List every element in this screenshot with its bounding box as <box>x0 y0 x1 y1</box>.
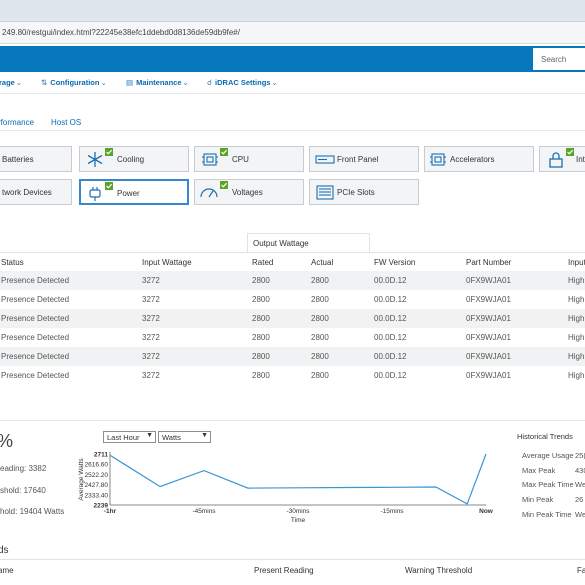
tab-performance[interactable]: rformance <box>0 118 35 127</box>
y-tick-label: 2333.40 <box>85 492 109 499</box>
chevron-down-icon: ▼ <box>201 432 208 439</box>
pcie-slots-icon <box>316 185 334 200</box>
hist-label: Max Peak Time <box>522 480 574 489</box>
hist-value: We <box>575 480 585 489</box>
hist-label: Average Usage <box>522 451 574 460</box>
table-row: Presence Detected 3272 2800 2800 00.0D.1… <box>0 347 585 366</box>
power-plug-icon <box>89 187 101 201</box>
tile-pcie-slots[interactable]: PCIe Slots <box>309 179 419 205</box>
y-tick-label: 2427.80 <box>85 482 109 489</box>
output-wattage-group-header: Output Wattage <box>247 233 370 252</box>
hist-label: Min Peak <box>522 495 554 504</box>
col-part-number[interactable]: Part Number <box>466 258 512 267</box>
series-line <box>109 453 487 505</box>
ok-check-icon <box>105 148 113 156</box>
ok-check-icon <box>220 181 228 189</box>
tile-network-devices[interactable]: twork Devices <box>0 179 72 205</box>
table-row: Presence Detected 3272 2800 2800 00.0D.1… <box>1 333 585 342</box>
table-header: Status Input Wattage Rated Actual FW Ver… <box>0 252 585 271</box>
power-usage-chart: 2711 2616.60 2522.20 2427.80 2333.40 2239-1hr… <box>78 452 494 525</box>
main-nav: rage⌄ ⇅ Configuration⌄ ▤ Maintenance⌄ ☌ iDR… <box>0 72 585 94</box>
col-present-reading[interactable]: Present Reading <box>254 566 314 575</box>
chevron-down-icon: ⌄ <box>100 78 107 87</box>
x-tick-label: -45mins <box>192 508 216 515</box>
tile-accelerators[interactable]: Accelerators <box>424 146 534 172</box>
x-tick-label: Now <box>479 508 494 515</box>
hist-label: Min Peak Time <box>522 510 572 519</box>
cpu-icon <box>202 153 218 166</box>
hist-value: We <box>575 510 585 519</box>
ok-check-icon <box>566 148 574 156</box>
col-input-wattage[interactable]: Input Wattage <box>142 258 192 267</box>
col-status[interactable]: Status <box>1 258 24 267</box>
y-tick-label: 2239 <box>94 503 109 510</box>
tile-cooling[interactable]: Cooling <box>79 146 189 172</box>
hist-value: 26 <box>575 495 584 504</box>
ok-check-icon <box>105 182 113 190</box>
lock-icon <box>549 152 563 168</box>
present-reading: eading: 3382 <box>0 464 47 473</box>
x-axis-label: Time <box>291 517 306 524</box>
historical-trends-title: Historical Trends <box>517 432 573 441</box>
y-tick-label: 2522.20 <box>85 472 109 479</box>
front-panel-icon <box>315 155 335 164</box>
maintenance-icon: ▤ <box>126 78 134 87</box>
nav-idrac-settings[interactable]: ☌ iDRAC Settings⌄ <box>207 78 278 87</box>
col-failure-threshold[interactable]: Fa <box>577 566 585 575</box>
url-text: 249.80/restgui/index.html?22245e38efc1dd… <box>2 28 240 37</box>
y-axis-label: Average Watts <box>78 458 85 501</box>
cooling-icon <box>87 152 103 167</box>
chevron-down-icon: ▼ <box>146 432 153 439</box>
chevron-down-icon: ⌄ <box>182 78 189 87</box>
power-usage-percent: % <box>0 431 13 452</box>
table-row: Presence Detected 3272 2800 2800 00.0D.1… <box>1 371 585 380</box>
x-tick-label: -30mins <box>286 508 310 515</box>
failure-threshold: hold: 19404 Watts <box>0 507 65 516</box>
tile-batteries[interactable]: Batteries <box>0 146 72 172</box>
chevron-down-icon: ⌄ <box>271 78 278 87</box>
warning-threshold: shold: 17640 <box>0 486 46 495</box>
tile-power[interactable]: Power <box>79 179 189 205</box>
tile-cpu[interactable]: CPU <box>194 146 304 172</box>
time-range-select[interactable]: Last Hour ▼ <box>103 431 156 443</box>
y-tick-label: 2616.60 <box>85 462 109 469</box>
chevron-down-icon: ⌄ <box>15 78 23 87</box>
col-warning-threshold[interactable]: Warning Threshold <box>405 566 473 575</box>
address-bar[interactable]: 249.80/restgui/index.html?22245e38efc1dd… <box>0 22 585 44</box>
col-input[interactable]: Input <box>568 258 585 267</box>
unit-select[interactable]: Watts ▼ <box>158 431 211 443</box>
table-row: Presence Detected 3272 2800 2800 00.0D.1… <box>0 271 585 290</box>
hist-label: Max Peak <box>522 466 556 475</box>
accelerators-icon <box>430 153 446 166</box>
nav-configuration[interactable]: ⇅ Configuration⌄ <box>41 78 107 87</box>
x-tick-label: -1hr <box>104 508 117 515</box>
divider <box>0 130 585 131</box>
table-row: Presence Detected 3272 2800 2800 00.0D.1… <box>1 295 585 304</box>
table-row: Presence Detected 3272 2800 2800 00.0D.1… <box>0 309 585 328</box>
nav-storage[interactable]: rage⌄ <box>0 78 23 87</box>
ok-check-icon <box>220 148 228 156</box>
idrac-settings-icon: ☌ <box>207 78 213 87</box>
browser-tab-strip <box>0 0 585 22</box>
divider <box>0 559 585 560</box>
tab-host-os[interactable]: Host OS <box>51 118 82 127</box>
col-name[interactable]: ame <box>0 566 14 575</box>
tile-front-panel[interactable]: Front Panel <box>309 146 419 172</box>
col-rated[interactable]: Rated <box>252 258 274 267</box>
tile-voltages[interactable]: Voltages <box>194 179 304 205</box>
search-input[interactable]: Search <box>533 48 585 70</box>
voltage-gauge-icon <box>200 188 218 198</box>
y-tick-label: 2711 <box>94 452 108 459</box>
thresholds-section-title: ds <box>0 545 9 556</box>
hist-value: 430 <box>575 466 585 475</box>
divider <box>0 420 585 421</box>
configuration-icon: ⇅ <box>41 78 48 87</box>
nav-maintenance[interactable]: ▤ Maintenance⌄ <box>126 78 189 87</box>
tile-intrusion[interactable]: Int <box>539 146 585 172</box>
col-actual[interactable]: Actual <box>311 258 334 267</box>
app-header: Search <box>0 46 585 72</box>
col-fw-version[interactable]: FW Version <box>374 258 416 267</box>
hist-value: 25( <box>575 451 585 460</box>
x-tick-label: -15mins <box>380 508 404 515</box>
